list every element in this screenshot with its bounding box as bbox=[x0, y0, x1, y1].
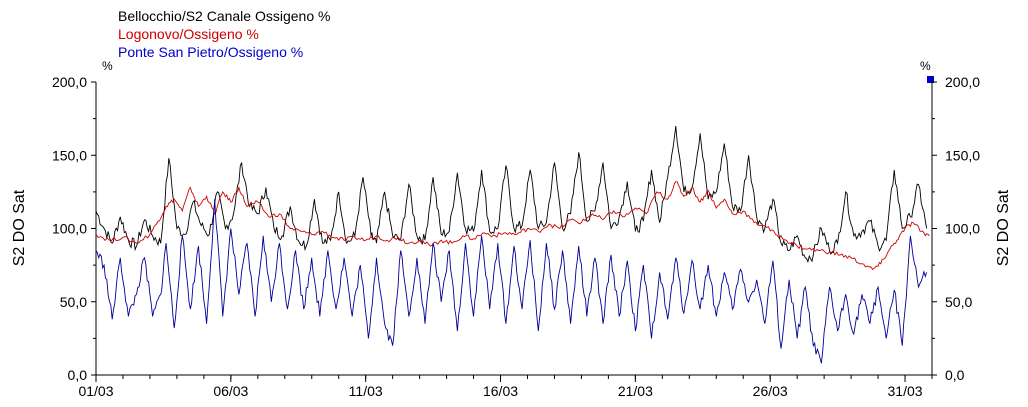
series-lines bbox=[95, 125, 930, 364]
x-tick-label: 11/03 bbox=[349, 383, 383, 399]
y-tick-left-label: 150,0 bbox=[52, 147, 87, 163]
x-tick-label: 26/03 bbox=[753, 383, 788, 399]
x-tick-label: 06/03 bbox=[213, 383, 248, 399]
x-ticks: 01/03 06/03 11/03 16/03 21/03 26/03 31/03 bbox=[78, 375, 933, 399]
legend-entry-bellocchio: Bellocchio/S2 Canale Ossigeno % bbox=[118, 8, 330, 24]
legend-entry-logonovo: Logonovo/Ossigeno % bbox=[118, 26, 259, 42]
y-axis-label-right: S2 DO Sat bbox=[995, 189, 1012, 266]
y-tick-left-label: 50,0 bbox=[60, 294, 87, 310]
y-tick-right-label: 0,0 bbox=[945, 367, 965, 383]
marker-square-icon bbox=[927, 76, 934, 83]
y-tick-left-label: 100,0 bbox=[52, 221, 87, 237]
y-tick-right-label: 150,0 bbox=[945, 147, 980, 163]
y-axis-label-left: S2 DO Sat bbox=[11, 189, 28, 266]
series-line-2 bbox=[95, 181, 930, 271]
y-ticks-right: 0,0 50,0 100,0 150,0 200,0 bbox=[932, 74, 980, 383]
unit-left: % bbox=[102, 59, 113, 73]
y-tick-right-label: 200,0 bbox=[945, 74, 980, 90]
y-ticks-left: 0,0 50,0 100,0 150,0 200,0 bbox=[52, 74, 96, 383]
x-tick-label: 16/03 bbox=[483, 383, 518, 399]
y-tick-right-label: 50,0 bbox=[945, 294, 972, 310]
unit-right: % bbox=[920, 59, 931, 73]
series-line-1 bbox=[95, 125, 928, 263]
x-tick-label: 01/03 bbox=[78, 383, 113, 399]
y-tick-right-label: 100,0 bbox=[945, 221, 980, 237]
x-tick-label: 31/03 bbox=[888, 383, 923, 399]
y-tick-left-label: 0,0 bbox=[68, 367, 88, 383]
series-line-3 bbox=[95, 199, 928, 364]
x-tick-label: 21/03 bbox=[618, 383, 653, 399]
legend-entry-ponte-san-pietro: Ponte San Pietro/Ossigeno % bbox=[118, 44, 303, 60]
y-tick-left-label: 200,0 bbox=[52, 74, 87, 90]
legend: Bellocchio/S2 Canale Ossigeno % Logonovo… bbox=[118, 8, 330, 60]
